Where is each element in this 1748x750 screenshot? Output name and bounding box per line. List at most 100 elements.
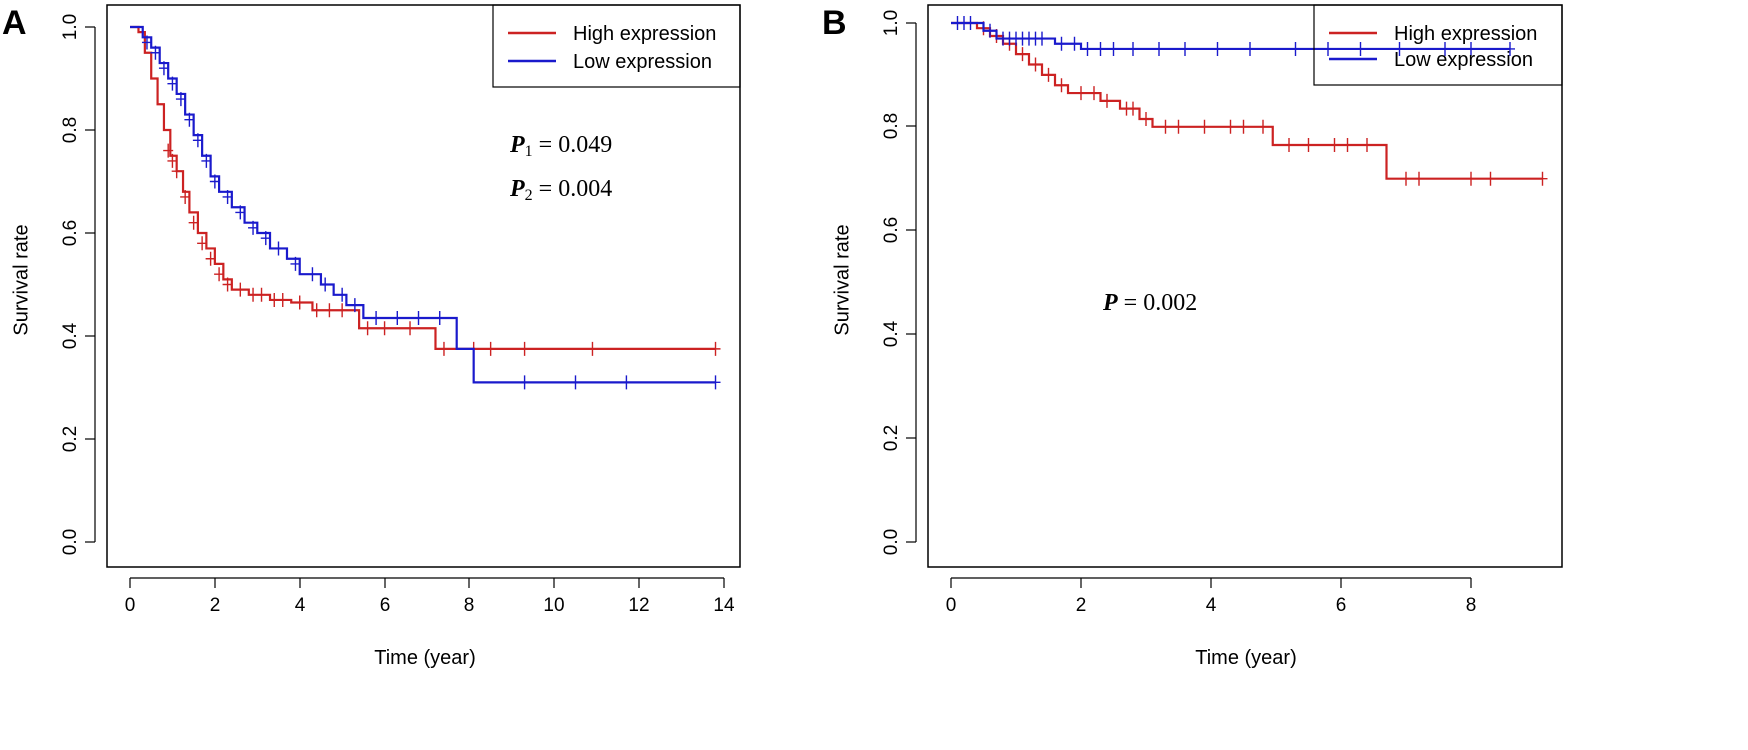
censor-mark <box>1212 41 1223 56</box>
censor-mark <box>1037 31 1047 46</box>
censor-mark <box>1095 41 1106 56</box>
x-tick-label: 6 <box>380 595 391 616</box>
censor-mark <box>1056 78 1067 93</box>
censor-mark <box>248 220 259 235</box>
censor-mark <box>1089 86 1099 101</box>
x-tick-label: 8 <box>464 595 475 616</box>
censor-mark <box>175 92 186 107</box>
censor-mark <box>519 341 530 356</box>
censor-mark <box>621 375 632 390</box>
x-tick-label: 10 <box>543 595 564 616</box>
series-high-expression <box>951 21 1548 186</box>
censor-mark <box>1401 171 1411 186</box>
censor-mark <box>1173 119 1184 134</box>
x-axis: 0 2 4 6 8 <box>946 577 1476 616</box>
censor-mark <box>269 292 280 307</box>
survival-curve <box>130 25 716 384</box>
censor-mark <box>294 295 305 310</box>
censor-mark <box>205 251 216 266</box>
censor-mark <box>235 282 246 297</box>
censor-mark <box>392 310 403 325</box>
censor-mark <box>1056 36 1067 51</box>
series-low-expression <box>951 16 1515 56</box>
censor-mark <box>1303 137 1314 152</box>
censor-mark <box>1199 119 1210 134</box>
censor-mark <box>1128 41 1138 56</box>
y-tick-label: 0.8 <box>60 117 81 143</box>
censor-mark <box>1362 137 1372 152</box>
censor-mark <box>1355 41 1366 56</box>
censor-mark <box>222 189 233 204</box>
survival-curve <box>130 25 716 350</box>
censor-mark <box>192 133 203 148</box>
censor-mark <box>485 341 496 356</box>
y-tick-label: 0.6 <box>881 217 902 243</box>
y-tick-label: 0.2 <box>60 426 81 452</box>
series-low-expression <box>130 25 721 390</box>
censor-mark <box>1180 41 1190 56</box>
series-high-expression <box>130 25 721 356</box>
y-tick-label: 1.0 <box>881 10 902 36</box>
legend: High expression Low expression <box>492 4 741 88</box>
censor-mark <box>324 303 335 318</box>
censor-mark <box>1466 171 1476 186</box>
censor-mark <box>248 287 259 302</box>
chart-panel-a: A 0 2 4 6 8 10 12 14 Time (year) 0.0 0.2 0.4 0.6 0.8 1.… <box>2 4 741 669</box>
censor-mark <box>1485 171 1496 186</box>
censor-mark <box>290 256 301 271</box>
censor-mark <box>570 375 581 390</box>
censor-mark <box>1323 41 1333 56</box>
censor-mark <box>201 153 212 168</box>
censor-mark <box>209 174 220 189</box>
x-tick-label: 2 <box>1076 595 1087 616</box>
censor-mark <box>1076 86 1086 101</box>
censor-mark <box>1329 137 1340 152</box>
censor-mark <box>710 341 721 356</box>
y-tick-label: 0.0 <box>60 529 81 555</box>
censor-mark <box>311 303 322 318</box>
censor-mark <box>180 189 191 204</box>
censor-mark <box>188 215 199 230</box>
censor-mark <box>379 321 390 336</box>
x-tick-label: 0 <box>946 595 957 616</box>
p-value-annotation: P2 = 0.004 <box>509 176 612 204</box>
x-axis-title: Time (year) <box>374 647 475 669</box>
censor-mark <box>235 205 246 220</box>
x-axis: 0 2 4 6 8 10 12 14 <box>125 577 735 616</box>
censor-mark <box>710 375 721 390</box>
censor-mark <box>587 341 598 356</box>
censor-mark <box>1128 101 1138 116</box>
censor-mark <box>171 164 182 179</box>
censor-mark <box>1141 112 1151 127</box>
y-tick-label: 0.4 <box>60 322 81 349</box>
censor-mark <box>277 292 288 307</box>
x-tick-label: 14 <box>713 595 735 616</box>
censor-mark <box>1017 47 1028 62</box>
x-tick-label: 4 <box>295 595 306 616</box>
censor-mark <box>337 287 348 302</box>
censor-mark <box>1505 41 1515 56</box>
censor-mark <box>985 23 995 38</box>
panel-label: A <box>2 4 27 42</box>
legend-box <box>492 4 741 88</box>
censor-mark <box>1394 41 1405 56</box>
y-axis-title: Survival rate <box>10 224 32 335</box>
censor-mark <box>362 321 373 336</box>
censor-mark <box>371 310 382 325</box>
censor-mark <box>1440 41 1450 56</box>
censor-mark <box>1537 171 1548 186</box>
censor-mark <box>405 321 416 336</box>
censor-mark <box>197 236 208 251</box>
legend-label: High expression <box>1394 23 1537 45</box>
y-tick-label: 0.0 <box>881 529 902 555</box>
censor-mark <box>1290 41 1301 56</box>
y-tick-label: 0.6 <box>60 220 81 246</box>
chart-panel-b: B 0 2 4 6 8 Time (year) 0.0 0.2 0.4 0.6 0.8 1.0 Survi… <box>822 4 1563 669</box>
legend-box <box>1313 4 1563 86</box>
censor-mark <box>1108 41 1119 56</box>
y-tick-label: 0.8 <box>881 113 902 139</box>
censor-mark <box>1466 41 1476 56</box>
censor-mark <box>1225 119 1236 134</box>
censor-mark <box>307 267 318 282</box>
